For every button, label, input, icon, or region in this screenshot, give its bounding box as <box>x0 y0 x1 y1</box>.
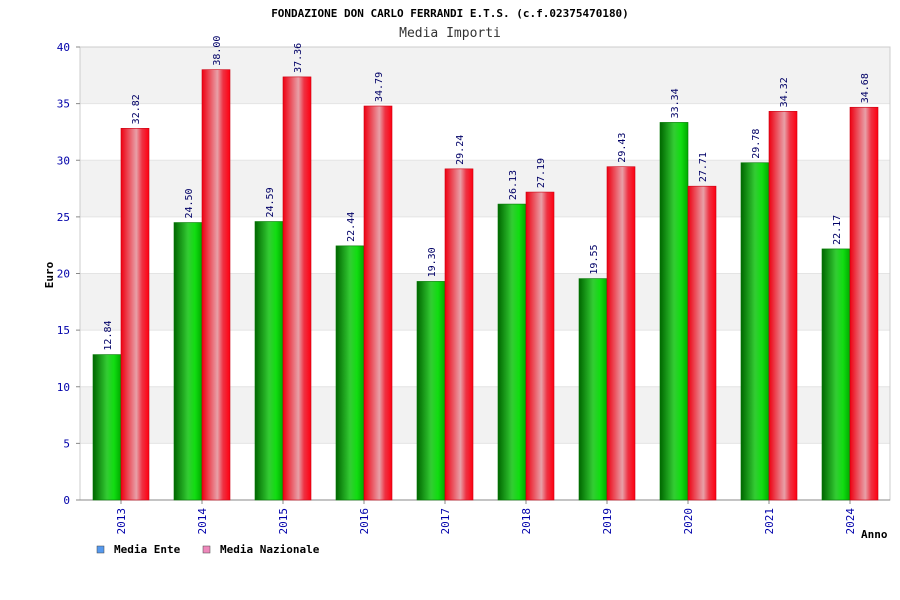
y-tick-label: 25 <box>57 211 70 224</box>
bar-media-ente-2024 <box>821 248 851 501</box>
bars <box>92 69 879 501</box>
y-axis-label: Euro <box>43 261 56 288</box>
chart-title: FONDAZIONE DON CARLO FERRANDI E.T.S. (c.… <box>271 7 629 20</box>
legend-swatch-media-ente <box>96 545 105 554</box>
value-label-media-ente-2021: 29.78 <box>751 129 762 159</box>
value-label-media-nazionale-2018: 27.19 <box>536 158 547 188</box>
bar-media-nazionale-2020 <box>687 185 717 501</box>
value-label-media-nazionale-2024: 34.68 <box>860 73 871 103</box>
value-label-media-nazionale-2014: 38.00 <box>212 36 223 66</box>
x-tick-label-2020: 2020 <box>682 508 695 535</box>
bar-media-ente-2015 <box>254 221 284 501</box>
bar-media-nazionale-2014 <box>201 69 231 501</box>
value-label-media-ente-2016: 22.44 <box>346 212 357 242</box>
bar-media-nazionale-2016 <box>363 105 393 501</box>
x-axis-label: Anno <box>861 528 888 541</box>
value-labels: 12.84 32.82 24.50 38.00 24.59 37.36 22.44 34.79… <box>103 36 871 351</box>
y-tick-label: 40 <box>57 41 70 54</box>
bar-media-ente-2013 <box>92 354 122 501</box>
x-tick-label-2019: 2019 <box>601 508 614 535</box>
x-tick-label-2021: 2021 <box>763 508 776 535</box>
value-label-media-ente-2014: 24.50 <box>184 188 195 218</box>
y-axis: 0 5 10 15 20 25 30 35 40 <box>57 41 80 507</box>
value-label-media-ente-2020: 33.34 <box>670 88 681 118</box>
x-tick-label-2015: 2015 <box>277 508 290 535</box>
value-label-media-ente-2017: 19.30 <box>427 247 438 277</box>
value-label-media-ente-2013: 12.84 <box>103 320 114 350</box>
legend-label-media-ente: Media Ente <box>114 543 181 556</box>
value-label-media-nazionale-2020: 27.71 <box>698 152 709 182</box>
x-tick-label-2016: 2016 <box>358 508 371 535</box>
bar-media-ente-2019 <box>578 278 608 501</box>
y-tick-label: 35 <box>57 98 70 111</box>
value-label-media-nazionale-2013: 32.82 <box>131 94 142 124</box>
legend: Media Ente Media Nazionale <box>96 543 320 556</box>
legend-swatch-media-nazionale <box>202 545 211 554</box>
x-tick-label-2024: 2024 <box>844 508 857 535</box>
x-tick-label-2014: 2014 <box>196 508 209 535</box>
y-tick-label: 15 <box>57 324 70 337</box>
value-label-media-nazionale-2021: 34.32 <box>779 77 790 107</box>
bar-media-ente-2018 <box>497 203 527 501</box>
bar-media-nazionale-2019 <box>606 166 636 501</box>
bar-media-nazionale-2013 <box>120 128 150 501</box>
legend-label-media-nazionale: Media Nazionale <box>220 543 320 556</box>
bar-media-ente-2021 <box>740 162 770 501</box>
value-label-media-ente-2019: 19.55 <box>589 244 600 274</box>
x-tick-label-2013: 2013 <box>115 508 128 535</box>
value-label-media-nazionale-2016: 34.79 <box>374 72 385 102</box>
bar-media-nazionale-2017 <box>444 168 474 501</box>
y-tick-label: 10 <box>57 381 70 394</box>
x-tick-label-2017: 2017 <box>439 508 452 535</box>
value-label-media-ente-2015: 24.59 <box>265 187 276 217</box>
bar-media-ente-2017 <box>416 281 446 501</box>
bar-media-nazionale-2024 <box>849 106 879 501</box>
bar-media-nazionale-2015 <box>282 76 312 501</box>
bar-media-nazionale-2021 <box>768 111 798 501</box>
x-tick-label-2018: 2018 <box>520 508 533 535</box>
chart-subtitle: Media Importi <box>399 26 501 41</box>
y-tick-label: 0 <box>63 494 70 507</box>
y-tick-label: 5 <box>63 437 70 450</box>
x-axis: 2013 2014 2015 2016 2017 2018 2019 2020 2021 2024 <box>80 499 890 535</box>
bar-media-ente-2016 <box>335 245 365 501</box>
value-label-media-nazionale-2019: 29.43 <box>617 133 628 163</box>
value-label-media-ente-2018: 26.13 <box>508 170 519 200</box>
value-label-media-nazionale-2017: 29.24 <box>455 135 466 165</box>
y-tick-label: 30 <box>57 154 70 167</box>
value-label-media-nazionale-2015: 37.36 <box>293 43 304 73</box>
bar-media-ente-2014 <box>173 222 203 501</box>
grid-band <box>80 47 890 104</box>
value-label-media-ente-2024: 22.17 <box>832 215 843 245</box>
bar-media-ente-2020 <box>659 122 689 501</box>
bar-media-nazionale-2018 <box>525 191 555 501</box>
y-tick-label: 20 <box>57 268 70 281</box>
